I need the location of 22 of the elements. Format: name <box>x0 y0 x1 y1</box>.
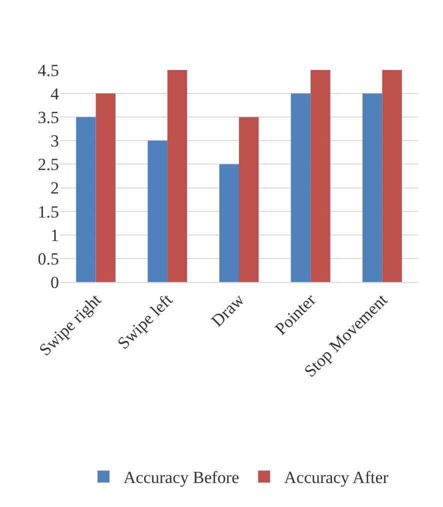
y-tick-label: 4 <box>50 84 60 104</box>
bar <box>167 70 188 282</box>
y-tick-label: 0 <box>50 272 59 292</box>
legend-label: Accuracy Before <box>124 468 240 488</box>
y-tick-label: 2.5 <box>38 155 59 174</box>
bar <box>239 117 259 282</box>
y-tick-label: 1 <box>50 226 59 245</box>
bar <box>382 70 402 282</box>
y-tick-label: 2 <box>50 178 59 198</box>
y-tick-label: 3 <box>50 132 59 151</box>
y-tick-label: 1.5 <box>38 202 59 222</box>
bar <box>290 94 311 282</box>
y-tick-label: 4.5 <box>38 60 59 80</box>
bar <box>219 164 239 282</box>
bar <box>96 94 116 282</box>
y-tick-label: 0.5 <box>38 249 59 268</box>
bar <box>310 70 330 282</box>
y-tick-label: 3.5 <box>38 108 59 128</box>
legend-label: Accuracy After <box>284 468 389 488</box>
bar <box>148 140 168 282</box>
bar <box>362 94 382 282</box>
bar <box>76 117 96 282</box>
